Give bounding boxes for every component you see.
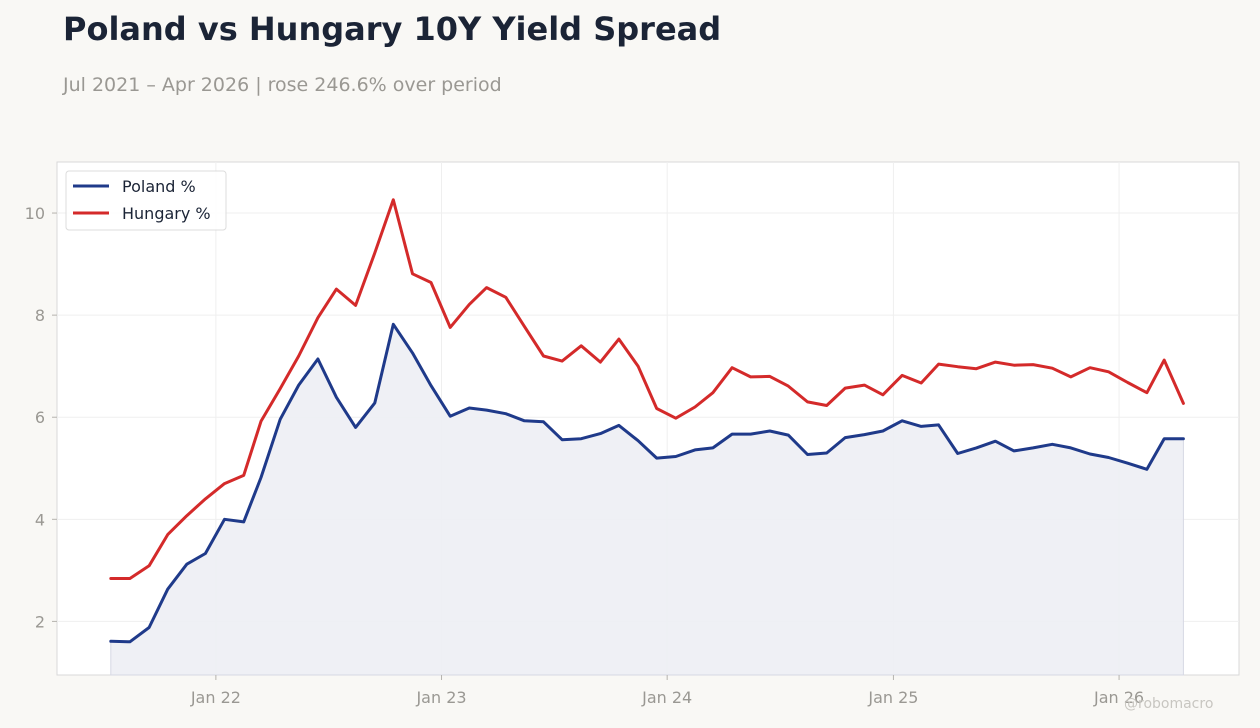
y-tick-label: 4	[35, 510, 45, 529]
y-tick-label: 6	[35, 408, 45, 427]
watermark: @robomacro	[1124, 696, 1214, 712]
series-lines	[109, 198, 1185, 644]
y-tick-label: 2	[35, 612, 45, 631]
hungary-line	[109, 198, 1185, 580]
legend-label-hungary: Hungary %	[122, 204, 211, 223]
chart-title: Poland vs Hungary 10Y Yield Spread	[63, 10, 722, 48]
x-tick-label: Jan 22	[190, 688, 241, 707]
x-tick-label: Jan 26	[1093, 688, 1144, 707]
x-tick-label: Jan 25	[867, 688, 918, 707]
y-tick-label: 10	[25, 204, 45, 223]
legend-label-poland: Poland %	[122, 177, 196, 196]
axis-ticks: 2 4 6 8 10 Jan 22 Jan 23 Jan 24 Jan 25 Jan 26	[25, 204, 1144, 707]
legend: Poland % Hungary %	[65, 170, 227, 231]
poland-line	[109, 322, 1185, 644]
y-tick-label: 8	[35, 306, 45, 325]
x-tick-label: Jan 24	[641, 688, 692, 707]
chart-subtitle: Jul 2021 – Apr 2026 | rose 246.6% over p…	[63, 74, 502, 96]
x-tick-label: Jan 23	[415, 688, 466, 707]
